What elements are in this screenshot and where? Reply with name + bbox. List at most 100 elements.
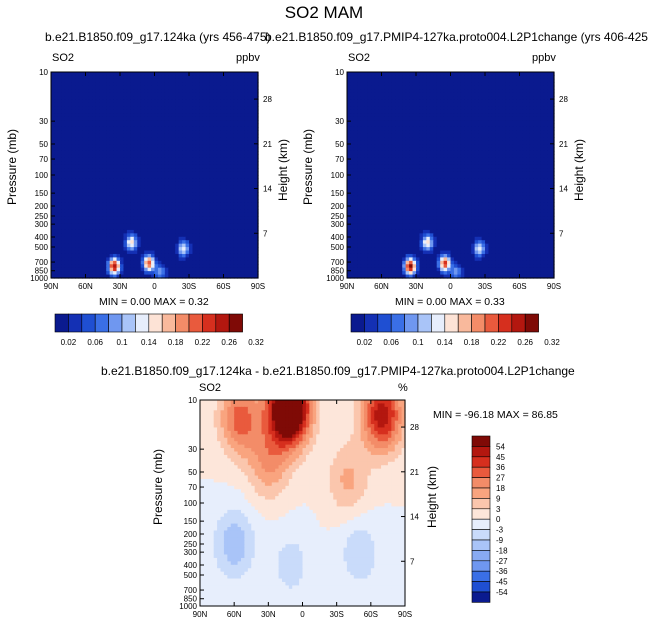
heatmap-cell xyxy=(189,212,194,217)
heatmap-cell xyxy=(82,168,87,173)
heatmap-cell xyxy=(220,185,225,190)
heatmap-cell xyxy=(216,164,221,169)
heatmap-cell xyxy=(168,205,173,210)
heatmap-cell xyxy=(226,181,231,186)
heatmap-cell xyxy=(226,144,231,149)
heatmap-cell xyxy=(189,106,194,111)
heatmap-cell xyxy=(416,120,421,125)
heatmap-cell xyxy=(157,202,162,207)
heatmap-cell xyxy=(550,99,555,104)
heatmap-cell xyxy=(68,216,73,221)
heatmap-cell xyxy=(126,253,131,258)
heatmap-cell xyxy=(95,154,100,159)
heatmap-cell xyxy=(71,150,76,155)
heatmap-cell xyxy=(68,116,73,121)
heatmap-cell xyxy=(485,130,490,135)
heatmap-cell xyxy=(230,192,235,197)
heatmap-cell xyxy=(357,78,362,83)
heatmap-cell xyxy=(529,109,534,114)
heatmap-cell xyxy=(251,240,256,245)
heatmap-cell xyxy=(144,216,149,221)
heatmap-cell xyxy=(453,89,458,94)
heatmap-cell xyxy=(367,144,372,149)
heatmap-cell xyxy=(51,192,56,197)
heatmap-cell xyxy=(161,99,166,104)
heatmap-cell xyxy=(254,99,259,104)
heatmap-cell xyxy=(388,82,393,87)
heatmap-cell xyxy=(175,89,180,94)
heatmap-cell xyxy=(116,247,121,252)
heatmap-cell xyxy=(147,78,152,83)
heatmap-cell xyxy=(195,116,200,121)
heatmap-cell xyxy=(130,92,135,97)
heatmap-cell xyxy=(64,192,69,197)
heatmap-cell xyxy=(223,113,228,118)
heatmap-cell xyxy=(206,212,211,217)
heatmap-cell xyxy=(464,120,469,125)
heatmap-cell xyxy=(164,175,169,180)
heatmap-cell xyxy=(109,168,114,173)
heatmap-cell xyxy=(113,161,118,166)
heatmap-cell xyxy=(216,202,221,207)
heatmap-cell xyxy=(140,233,145,238)
heatmap-cell xyxy=(474,144,479,149)
heatmap-cell xyxy=(109,102,114,107)
heatmap-cell xyxy=(109,130,114,135)
heatmap-cell xyxy=(388,72,393,77)
heatmap-cell xyxy=(230,223,235,228)
heatmap-cell xyxy=(185,264,190,269)
heatmap-cell xyxy=(102,78,107,83)
heatmap-cell xyxy=(429,120,434,125)
heatmap-cell xyxy=(151,161,156,166)
heatmap-cell xyxy=(137,126,142,131)
heatmap-cell xyxy=(471,126,476,131)
heatmap-cell xyxy=(95,260,100,265)
heatmap-cell xyxy=(168,240,173,245)
heatmap-cell xyxy=(522,99,527,104)
heatmap-cell xyxy=(533,96,538,101)
heatmap-cell xyxy=(54,123,59,128)
heatmap-cell xyxy=(213,257,218,262)
heatmap-cell xyxy=(68,229,73,234)
heatmap-cell xyxy=(230,243,235,248)
heatmap-cell xyxy=(85,72,90,77)
heatmap-cell xyxy=(426,113,431,118)
heatmap-cell xyxy=(130,209,135,214)
heatmap-cell xyxy=(82,164,87,169)
heatmap-cell xyxy=(130,185,135,190)
heatmap-cell xyxy=(464,130,469,135)
heatmap-cell xyxy=(409,126,414,131)
heatmap-cell xyxy=(137,89,142,94)
heatmap-cell xyxy=(102,226,107,231)
heatmap-cell xyxy=(106,116,111,121)
heatmap-cell xyxy=(78,150,83,155)
heatmap-cell xyxy=(92,144,97,149)
heatmap-cell xyxy=(195,164,200,169)
heatmap-cell xyxy=(92,240,97,245)
heatmap-cell xyxy=(433,82,438,87)
heatmap-cell xyxy=(54,126,59,131)
heatmap-cell xyxy=(216,233,221,238)
heatmap-cell xyxy=(133,92,138,97)
heatmap-cell xyxy=(374,72,379,77)
heatmap-cell xyxy=(140,229,145,234)
heatmap-cell xyxy=(99,247,104,252)
heatmap-cell xyxy=(426,126,431,131)
heatmap-cell xyxy=(64,260,69,265)
heatmap-cell xyxy=(213,92,218,97)
heatmap-cell xyxy=(185,205,190,210)
heatmap-cell xyxy=(412,102,417,107)
heatmap-cell xyxy=(182,120,187,125)
heatmap-cell xyxy=(144,202,149,207)
heatmap-cell xyxy=(64,188,69,193)
heatmap-cell xyxy=(168,233,173,238)
heatmap-cell xyxy=(151,85,156,90)
heatmap-cell xyxy=(240,202,245,207)
heatmap-cell xyxy=(398,113,403,118)
heatmap-cell xyxy=(164,130,169,135)
heatmap-cell xyxy=(206,102,211,107)
heatmap-cell xyxy=(429,78,434,83)
heatmap-cell xyxy=(178,199,183,204)
heatmap-cell xyxy=(178,102,183,107)
heatmap-cell xyxy=(102,195,107,200)
